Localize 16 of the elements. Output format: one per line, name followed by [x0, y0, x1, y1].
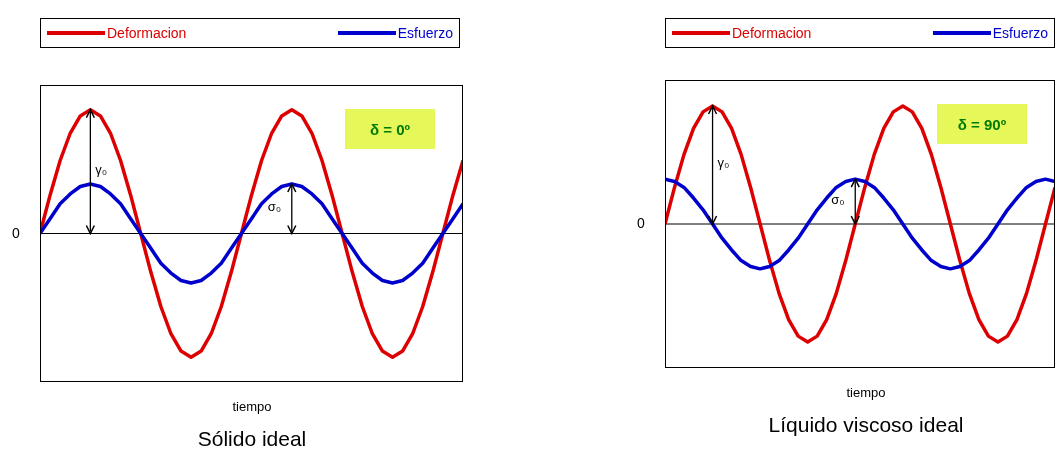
text: 0 — [637, 215, 645, 231]
legend-label: Esfuerzo — [397, 25, 453, 41]
legend-label: Deformacion — [107, 25, 187, 41]
annotation: γ₀ — [717, 154, 730, 170]
annotation: γ₀ — [95, 161, 108, 177]
legend-label: Deformacion — [732, 25, 812, 41]
text: Líquido viscoso ideal — [767, 413, 965, 437]
annotation: σ₀ — [267, 198, 282, 214]
x-axis-title: tiempo — [845, 385, 887, 400]
text-box: δ = 0º — [345, 109, 435, 149]
text: Sólido ideal — [196, 427, 308, 451]
x-axis-title: tiempo — [231, 399, 273, 414]
annotation: σ₀ — [831, 191, 845, 207]
legend-label: Esfuerzo — [992, 25, 1048, 41]
text-box: δ = 90º — [937, 104, 1027, 144]
text: 0 — [12, 224, 20, 241]
